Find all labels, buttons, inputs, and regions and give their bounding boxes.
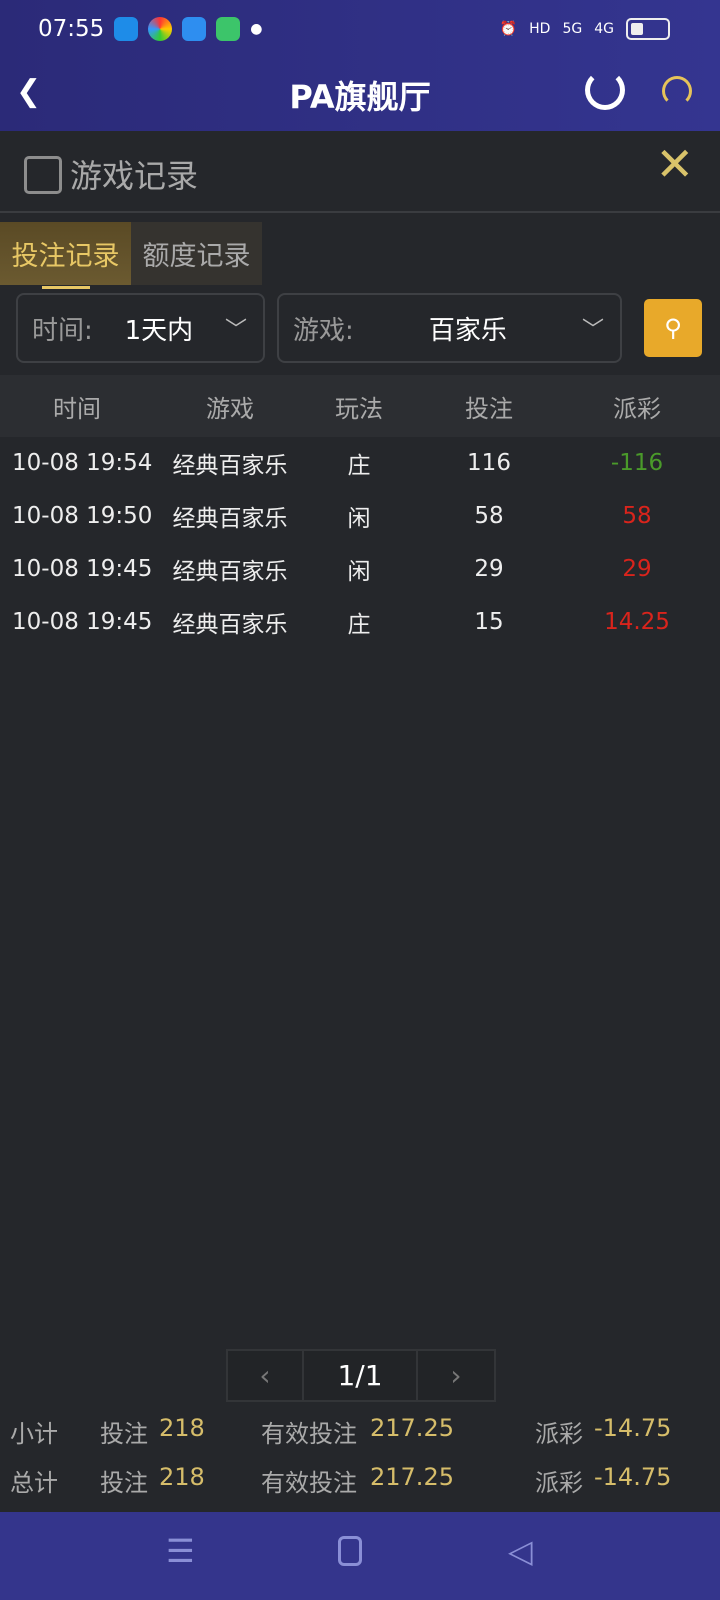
cell-payout: 58: [622, 503, 652, 529]
cell-time: 10-08 19:45: [12, 609, 153, 635]
signal-4g-icon: 4G: [594, 21, 614, 37]
close-icon[interactable]: ✕: [655, 137, 694, 191]
signal-5g-icon: 5G: [562, 21, 583, 37]
cell-bet: 58: [474, 503, 504, 529]
bet-value: 218: [159, 1463, 205, 1491]
game-filter-select[interactable]: 游戏: 百家乐 ﹀: [277, 293, 622, 363]
game-filter-value: 百家乐: [428, 315, 507, 346]
valid-bet-value: 217.25: [370, 1414, 454, 1442]
chevron-down-icon: ﹀: [581, 318, 604, 343]
summary-label: 总计: [10, 1469, 58, 1497]
time-filter-value: 1天内: [124, 315, 194, 346]
cell-time: 10-08 19:54: [12, 450, 153, 476]
section-title: 游戏记录: [70, 157, 199, 195]
headset-icon[interactable]: [662, 76, 692, 106]
alarm-icon: ⏰: [499, 21, 518, 37]
valid-bet-label: 有效投注: [261, 1469, 357, 1497]
status-bar: 07:55 ●: [38, 16, 263, 42]
tab-bar: 投注记录 额度记录: [0, 222, 262, 289]
column-header: 派彩: [613, 394, 661, 423]
page-title: PA旗舰厅: [289, 78, 431, 116]
cell-payout: -116: [610, 450, 664, 476]
app-notification-icon: [114, 17, 139, 41]
app-notification-icon: [216, 17, 241, 41]
column-header: 时间: [53, 394, 101, 423]
search-button[interactable]: ⚲: [644, 299, 702, 357]
cell-play: 闲: [347, 559, 371, 585]
search-icon: ⚲: [664, 314, 682, 342]
summary-label: 小计: [10, 1420, 58, 1448]
cell-play: 闲: [347, 506, 371, 532]
table-row: 10-08 19:50 经典百家乐 闲 58 58: [0, 490, 720, 542]
app-notification-icon: [182, 17, 207, 41]
cell-bet: 29: [474, 556, 504, 582]
clock: 07:55: [38, 16, 105, 42]
cell-bet: 15: [474, 609, 504, 635]
time-filter-select[interactable]: 时间: 1天内 ﹀: [16, 293, 265, 363]
column-header: 玩法: [335, 394, 383, 423]
refresh-icon[interactable]: [585, 70, 625, 110]
tab-credit-records[interactable]: 额度记录: [131, 222, 262, 285]
battery-icon: [626, 18, 670, 40]
hd-icon: HD: [529, 21, 551, 37]
valid-bet-label: 有效投注: [261, 1420, 357, 1448]
page-indicator: 1/1: [304, 1351, 418, 1400]
menu-icon[interactable]: ☰: [166, 1532, 195, 1570]
payout-value: -14.75: [594, 1414, 672, 1442]
cell-time: 10-08 19:50: [12, 503, 153, 529]
payout-label: 派彩: [535, 1420, 583, 1448]
cell-game: 经典百家乐: [172, 559, 288, 585]
app-notification-icon: [148, 17, 173, 41]
cell-play: 庄: [347, 453, 371, 479]
chevron-down-icon: ﹀: [224, 318, 247, 343]
column-header: 投注: [465, 394, 513, 423]
clipboard-check-icon: [24, 156, 62, 194]
cell-bet: 116: [467, 450, 511, 476]
home-icon[interactable]: [338, 1536, 362, 1566]
system-nav-bar: ☰ ◁: [0, 1512, 720, 1600]
bet-label: 投注: [100, 1420, 148, 1448]
back-button[interactable]: ❮: [16, 74, 42, 109]
column-header: 游戏: [206, 394, 254, 423]
back-triangle-icon[interactable]: ◁: [508, 1532, 533, 1570]
cell-play: 庄: [347, 612, 371, 638]
payout-value: -14.75: [594, 1463, 672, 1491]
tab-bet-records[interactable]: 投注记录: [0, 222, 131, 289]
cell-payout: 14.25: [604, 609, 670, 635]
pagination: ‹ 1/1 ›: [226, 1349, 496, 1402]
table-row: 10-08 19:45 经典百家乐 闲 29 29: [0, 543, 720, 595]
top-bar: 07:55 ● ⏰ HD 5G 4G ❮ PA旗舰厅: [0, 0, 720, 131]
bet-label: 投注: [100, 1469, 148, 1497]
table-row: 10-08 19:45 经典百家乐 庄 15 14.25: [0, 596, 720, 648]
table-header: 时间 游戏 玩法 投注 派彩: [0, 375, 720, 437]
time-filter-label: 时间:: [32, 315, 93, 346]
section-header: 游戏记录 ✕: [0, 131, 720, 213]
cell-game: 经典百家乐: [172, 453, 288, 479]
cell-game: 经典百家乐: [172, 506, 288, 532]
prev-page-button[interactable]: ‹: [228, 1351, 304, 1400]
next-page-button[interactable]: ›: [418, 1351, 494, 1400]
table-row: 10-08 19:54 经典百家乐 庄 116 -116: [0, 437, 720, 489]
system-indicators: ⏰ HD 5G 4G: [500, 18, 670, 40]
bet-value: 218: [159, 1414, 205, 1442]
cell-payout: 29: [622, 556, 652, 582]
payout-label: 派彩: [535, 1469, 583, 1497]
cell-time: 10-08 19:45: [12, 556, 153, 582]
cell-game: 经典百家乐: [172, 612, 288, 638]
valid-bet-value: 217.25: [370, 1463, 454, 1491]
game-filter-label: 游戏:: [293, 315, 354, 346]
